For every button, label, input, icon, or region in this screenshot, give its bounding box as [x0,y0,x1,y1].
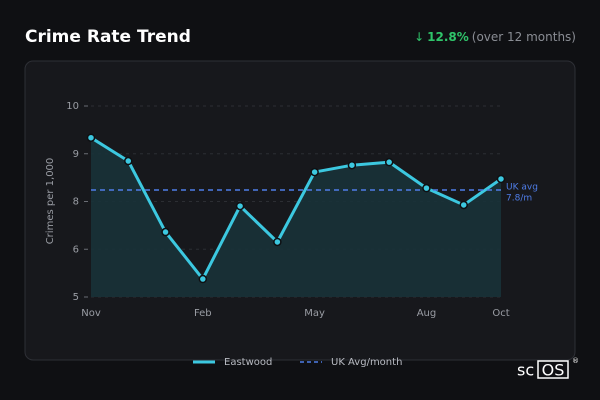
reference-label: UK avg [506,183,538,193]
watermark-box [537,360,569,379]
y-tick-label: 8 [73,197,79,208]
change-arrow: ↓ [414,30,424,44]
change-period: (over 12 months) [472,30,576,44]
point [198,274,208,284]
change-value: 12.8% [427,30,469,44]
point [273,237,282,247]
point [459,200,468,210]
area [91,137,501,297]
watermark-boxed: OS [542,361,565,380]
line [90,136,502,281]
point [347,160,357,170]
x-tick-label: Nov [81,308,101,319]
point [496,174,506,184]
point [422,183,431,193]
y-tick-label: 5 [73,292,79,303]
x-tick-label: Aug [417,308,437,319]
legend-label: Eastwood [224,357,272,368]
point [161,227,170,237]
point [384,157,394,167]
x-tick-label: Oct [492,308,509,319]
watermark-mark: ® [572,357,579,365]
point [86,133,96,142]
y-tick-label: 9 [73,149,79,160]
x-tick-label: May [304,308,325,319]
y-tick-label: 10 [66,101,79,112]
title: Crime Rate Trend [25,27,191,47]
change-summary: ↓ 12.8% (over 12 months) [414,30,576,44]
watermark-text: sc [517,361,534,380]
point [124,156,133,166]
x-tick-label: Feb [194,308,212,319]
point [235,201,245,211]
legend-label: UK Avg/month [331,357,402,368]
y-tick-label: 6 [73,244,79,255]
reference-label: 7.8/m [506,194,532,204]
point [310,167,319,177]
watermark: sc OS ® [517,357,579,380]
y-axis-label: Crimes per 1,000 [45,158,56,245]
